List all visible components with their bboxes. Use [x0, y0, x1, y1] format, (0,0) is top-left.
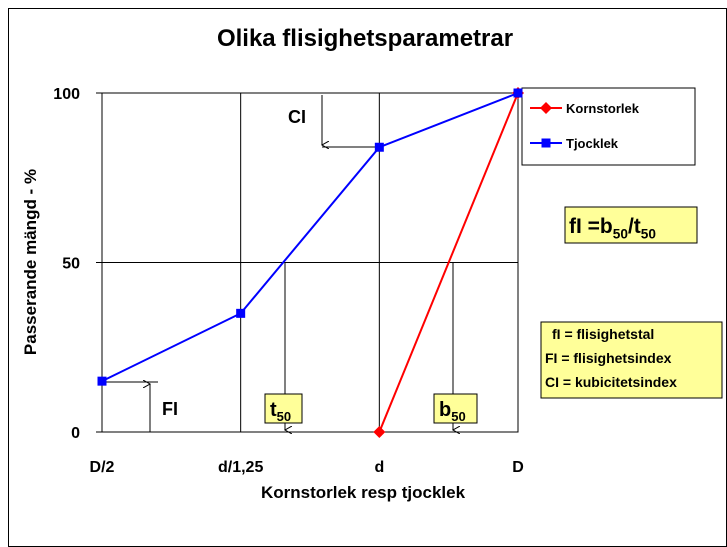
x-tick-label: d/1,25 [218, 459, 263, 476]
y-tick-label: 50 [62, 256, 80, 273]
x-tick-label: D [512, 459, 524, 476]
fi-label: FI [162, 399, 178, 419]
marker [513, 88, 523, 98]
marker [541, 138, 551, 148]
legend-label: Tjocklek [566, 136, 619, 151]
series-line [101, 92, 519, 383]
marker [373, 426, 386, 438]
legend [521, 87, 696, 166]
marker [236, 308, 246, 318]
y-tick-label: 0 [71, 425, 80, 442]
formula-part: 50 [641, 226, 657, 241]
info-line: CI = kubicitetsindex [545, 374, 677, 390]
t50-label: t50 [270, 399, 291, 424]
x-axis-label: Kornstorlek resp tjocklek [261, 483, 466, 502]
formula-part: fI =b [569, 215, 613, 238]
t50-box [264, 393, 303, 424]
b50-label-part: b [439, 399, 451, 421]
marker [374, 142, 384, 152]
info-line: FI = flisighetsindex [545, 350, 672, 366]
info-line: fI = flisighetstal [552, 326, 654, 342]
y-tick-label: 100 [53, 86, 80, 103]
ci-label: CI [288, 107, 306, 127]
x-tick-label: D/2 [90, 459, 115, 476]
t50-label-part: 50 [277, 409, 291, 424]
b50-box [433, 393, 478, 424]
info-box [540, 321, 723, 399]
chart-title: Olika flisighetsparametrar [217, 25, 513, 52]
marker [97, 376, 107, 386]
formula: fI =b50/t50 [569, 215, 656, 241]
t50-label-part: t [270, 399, 277, 421]
formula-part: 50 [613, 226, 629, 241]
series-line [378, 92, 519, 433]
legend-label: Kornstorlek [566, 101, 640, 116]
y-axis-label: Passerande mängd - % [21, 169, 40, 355]
formula-part: /t [628, 215, 641, 238]
b50-label-part: 50 [451, 409, 465, 424]
x-tick-label: d [374, 459, 384, 476]
b50-label: b50 [439, 399, 466, 424]
marker [540, 102, 552, 114]
formula-box [564, 206, 698, 244]
